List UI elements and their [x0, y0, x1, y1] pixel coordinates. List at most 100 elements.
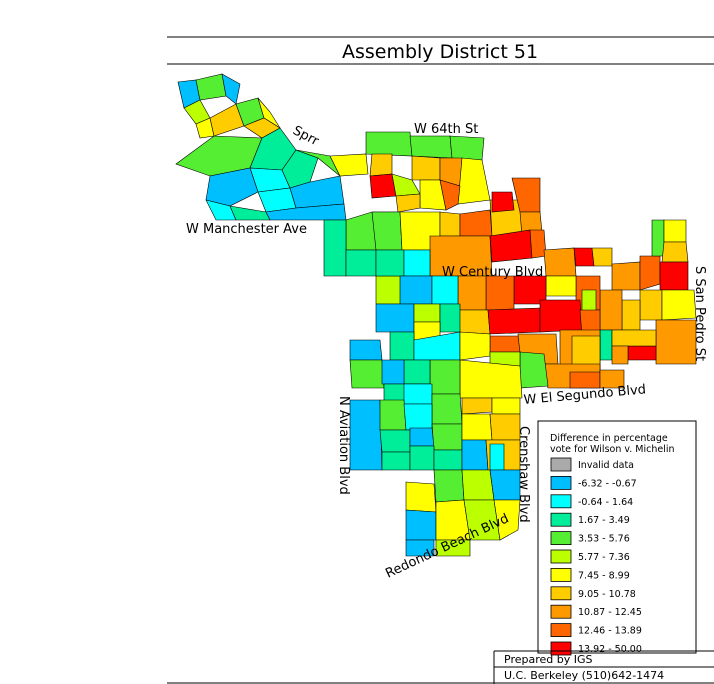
legend-title-line2: vote for Wilson v. Michelin — [550, 444, 675, 455]
precinct — [543, 247, 577, 277]
precinct — [257, 187, 297, 213]
legend-label: 13.92 - 50.00 — [578, 644, 642, 655]
legend-label: -6.32 - -0.67 — [578, 478, 637, 489]
precinct — [573, 247, 595, 267]
precinct — [639, 255, 661, 291]
precinct — [457, 157, 491, 205]
precinct — [221, 73, 241, 105]
precinct — [611, 345, 629, 365]
street-label-w-manchester: W Manchester Ave — [186, 222, 307, 237]
legend-label: 9.05 - 10.78 — [578, 589, 636, 600]
precinct — [389, 331, 415, 361]
precinct — [329, 153, 369, 177]
precinct-layer — [175, 73, 697, 557]
precinct — [379, 429, 411, 453]
precinct — [379, 399, 407, 431]
precinct — [459, 359, 523, 399]
precinct — [431, 423, 463, 451]
precinct — [265, 203, 347, 221]
precinct — [611, 261, 641, 291]
precinct — [457, 309, 491, 335]
precinct — [403, 403, 433, 431]
precinct — [545, 275, 577, 297]
precinct — [413, 303, 441, 323]
precinct — [663, 219, 687, 243]
precinct — [405, 539, 435, 557]
precinct — [611, 329, 657, 347]
precinct — [403, 383, 433, 405]
precinct — [399, 275, 433, 305]
precinct — [599, 329, 613, 361]
precinct — [485, 275, 515, 311]
precinct — [461, 397, 493, 415]
legend-swatch — [550, 641, 572, 656]
precinct — [369, 173, 397, 199]
precinct — [435, 539, 471, 557]
precinct — [349, 399, 383, 471]
precinct — [529, 229, 547, 259]
precinct — [289, 175, 345, 209]
precinct — [489, 335, 521, 353]
precinct — [395, 193, 421, 213]
precinct — [449, 135, 485, 161]
precinct — [375, 303, 415, 333]
precinct — [461, 439, 489, 471]
legend-swatch — [550, 512, 572, 527]
precinct — [411, 155, 441, 181]
street-label-s-san-pedro: S San Pedro St — [692, 266, 707, 361]
street-label-crenshaw: Crenshaw Blvd — [516, 426, 531, 523]
legend-swatch — [550, 549, 572, 564]
legend-swatch — [550, 586, 572, 601]
legend-swatch — [550, 604, 572, 619]
legend-swatch — [550, 457, 572, 472]
legend-label: 5.77 - 7.36 — [578, 552, 630, 563]
precinct — [371, 211, 403, 251]
street-label-w-64th: W 64th St — [414, 122, 478, 137]
precinct — [661, 289, 697, 321]
legend-label: 12.46 - 13.89 — [578, 626, 642, 637]
credit-phone: U.C. Berkeley (510)642-1474 — [504, 669, 664, 682]
precinct — [569, 371, 601, 389]
legend-title-line1: Difference in percentage — [550, 433, 668, 444]
precinct — [489, 413, 521, 441]
precinct — [491, 191, 515, 213]
precinct — [489, 229, 533, 263]
precinct — [345, 249, 377, 277]
precinct — [409, 445, 435, 471]
precinct — [369, 153, 393, 177]
credit-prepared-by: Prepared by IGS — [504, 653, 592, 666]
precinct — [459, 331, 491, 361]
precinct — [431, 393, 463, 425]
legend-label: 1.67 - 3.49 — [578, 515, 630, 526]
precinct — [627, 345, 657, 361]
precinct — [381, 359, 405, 385]
precinct — [659, 261, 689, 291]
legend-label: 7.45 - 8.99 — [578, 570, 630, 581]
legend-items: Invalid data -6.32 - -0.67 -0.64 - 1.64 1.6… — [550, 457, 642, 656]
precinct — [431, 275, 459, 305]
precinct — [651, 219, 665, 257]
precinct — [591, 247, 613, 267]
precinct — [365, 131, 413, 157]
precinct — [403, 359, 431, 385]
street-label-w-century: W Century Blvd — [442, 265, 543, 280]
precinct — [655, 319, 697, 365]
precinct — [349, 359, 385, 389]
legend-swatch — [550, 568, 572, 582]
legend-label: -0.64 - 1.64 — [578, 497, 633, 508]
precinct — [381, 451, 411, 471]
precinct — [375, 249, 405, 277]
map-title: Assembly District 51 — [342, 41, 538, 63]
precinct — [403, 249, 431, 277]
precinct — [409, 427, 435, 447]
precinct — [489, 443, 505, 471]
precinct — [459, 209, 493, 237]
legend-swatch — [550, 531, 572, 545]
precinct — [195, 73, 227, 101]
precinct — [433, 449, 463, 471]
legend: Difference in percentage vote for Wilson… — [537, 420, 697, 656]
legend-label: Invalid data — [578, 460, 634, 471]
credits-box: Prepared by IGS U.C. Berkeley (510)642-1… — [493, 650, 714, 684]
precinct — [439, 303, 461, 333]
precinct — [281, 149, 319, 189]
